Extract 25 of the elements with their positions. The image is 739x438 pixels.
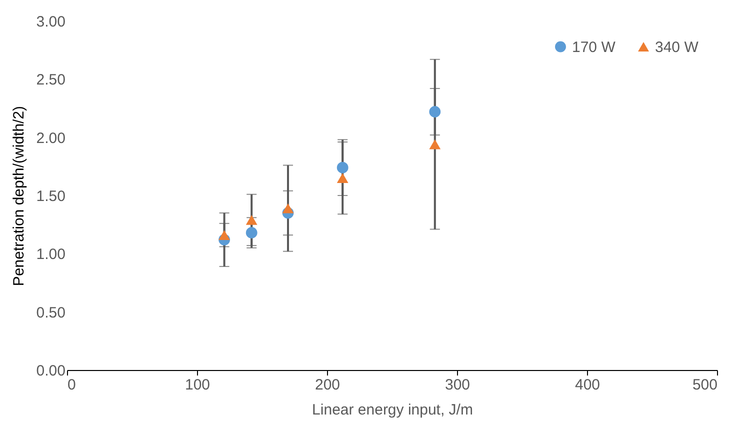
x-tick-label: 300 bbox=[444, 376, 470, 394]
x-tick-label: 500 bbox=[692, 376, 718, 394]
y-tick-label: 1.00 bbox=[36, 246, 66, 264]
point bbox=[246, 227, 258, 238]
y-tick-label: 2.50 bbox=[36, 72, 66, 89]
y-tick-label: 2.00 bbox=[36, 130, 66, 147]
y-tick-label: 0.50 bbox=[36, 304, 66, 322]
x-axis-title: Linear energy input, J/m bbox=[312, 402, 473, 418]
x-tick-label: 0 bbox=[68, 376, 76, 394]
y-axis-title: Penetration depth/(width/2) bbox=[10, 106, 28, 286]
point bbox=[429, 139, 441, 150]
y-tick-label: 3.00 bbox=[36, 14, 66, 30]
point bbox=[282, 203, 294, 214]
y-tick-label: 1.50 bbox=[36, 188, 66, 205]
x-tick-label: 400 bbox=[574, 376, 600, 394]
y-tick-label: 0.00 bbox=[36, 362, 66, 380]
point bbox=[336, 173, 348, 183]
x-tick-label: 100 bbox=[184, 376, 210, 394]
point bbox=[429, 106, 441, 118]
point bbox=[246, 214, 258, 225]
point bbox=[336, 162, 348, 174]
point bbox=[218, 230, 230, 240]
x-tick-label: 200 bbox=[314, 376, 340, 394]
legend-label: 170 W bbox=[572, 38, 616, 56]
legend-label: 340 W bbox=[655, 38, 700, 56]
